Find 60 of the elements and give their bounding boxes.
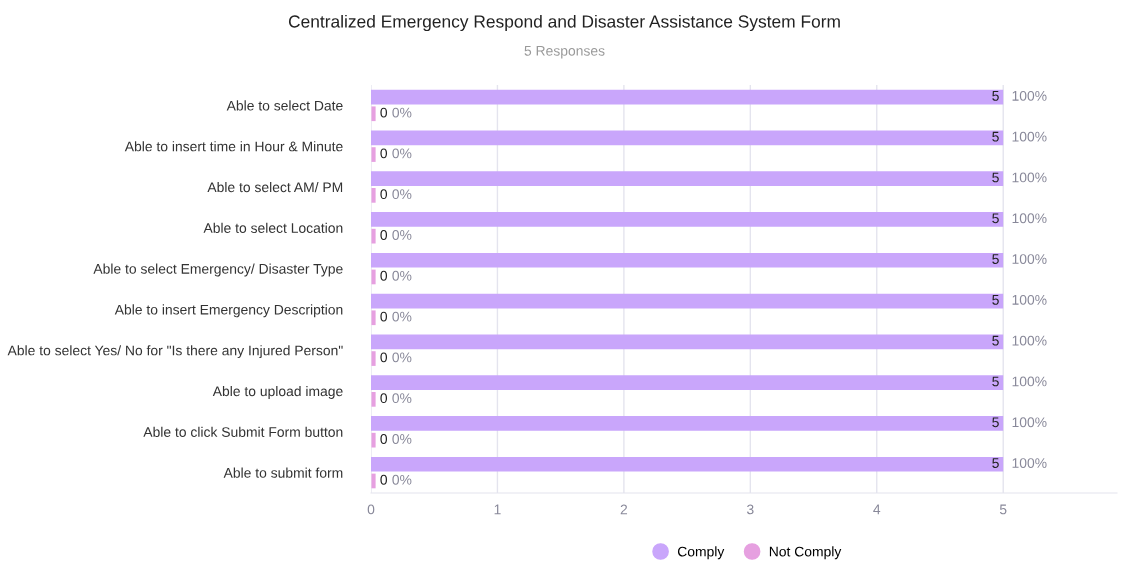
annotation: 100% <box>1012 458 1047 468</box>
x-tick-label: 4 <box>873 504 881 515</box>
annotation: 100% <box>1012 131 1047 142</box>
x-tick-label: 3 <box>746 504 754 515</box>
y-tick-label: Able to submit form <box>223 467 343 478</box>
annotation: 100% <box>1012 213 1047 224</box>
data-label: 5 <box>992 131 999 142</box>
data-label: 5 <box>992 213 999 224</box>
data-label: 0 <box>380 352 388 363</box>
data-label: 0 <box>380 474 388 485</box>
data-label: 5 <box>992 91 999 101</box>
data-label: 5 <box>992 254 999 264</box>
annotation: 0% <box>392 270 412 281</box>
data-label: 0 <box>380 148 388 159</box>
data-label: 5 <box>992 172 999 183</box>
x-tick-label: 0 <box>367 504 375 515</box>
y-tick-label: Able to select Emergency/ Disaster Type <box>93 263 343 277</box>
annotation: 100% <box>1012 254 1047 264</box>
chart-subtitle: 5 Responses <box>524 46 605 59</box>
x-tick-label: 2 <box>620 504 628 515</box>
annotation: 0% <box>392 148 412 159</box>
legend-label: Not Comply <box>769 546 842 560</box>
data-label: 5 <box>992 376 999 387</box>
data-label: 5 <box>992 458 999 468</box>
y-tick-label: Able to upload image <box>212 385 343 399</box>
data-label: 5 <box>992 295 999 305</box>
annotation: 100% <box>1012 376 1047 387</box>
data-label: 0 <box>380 393 388 404</box>
data-label: 0 <box>380 270 388 281</box>
annotation: 0% <box>392 352 412 363</box>
annotation: 0% <box>392 230 412 240</box>
y-tick-label: Able to insert time in Hour & Minute <box>124 141 343 152</box>
x-tick-label: 5 <box>999 504 1007 515</box>
data-label: 0 <box>380 311 388 322</box>
legend-label: Comply <box>677 546 725 560</box>
annotation: 0% <box>392 393 412 404</box>
data-label: 0 <box>380 107 388 118</box>
y-tick-label: Able to insert Emergency Description <box>114 304 343 318</box>
data-label: 0 <box>380 230 388 240</box>
y-tick-label: Able to click Submit Form button <box>143 426 343 437</box>
annotation: 100% <box>1012 417 1047 428</box>
annotation: 0% <box>392 311 412 322</box>
chart-title: Centralized Emergency Respond and Disaster Assistance System Form <box>288 14 840 32</box>
data-label: 5 <box>992 335 999 346</box>
y-tick-label: Able to select Yes/ No for "Is there any Injured Person" <box>7 345 343 359</box>
annotation: 100% <box>1012 294 1047 305</box>
y-tick-label: Able to select AM/ PM <box>207 181 343 193</box>
data-label: 5 <box>992 417 999 428</box>
data-label: 0 <box>380 434 388 444</box>
annotation: 0% <box>392 189 412 200</box>
annotation: 100% <box>1012 90 1047 101</box>
annotation: 100% <box>1012 172 1047 183</box>
annotation: 0% <box>392 434 412 444</box>
y-tick-label: Able to select Location <box>203 222 343 233</box>
x-tick-label: 1 <box>494 504 501 515</box>
annotation: 0% <box>392 107 412 118</box>
annotation: 0% <box>392 474 412 485</box>
data-label: 0 <box>380 189 388 200</box>
y-tick-label: Able to select Date <box>226 100 343 111</box>
annotation: 100% <box>1012 335 1047 346</box>
